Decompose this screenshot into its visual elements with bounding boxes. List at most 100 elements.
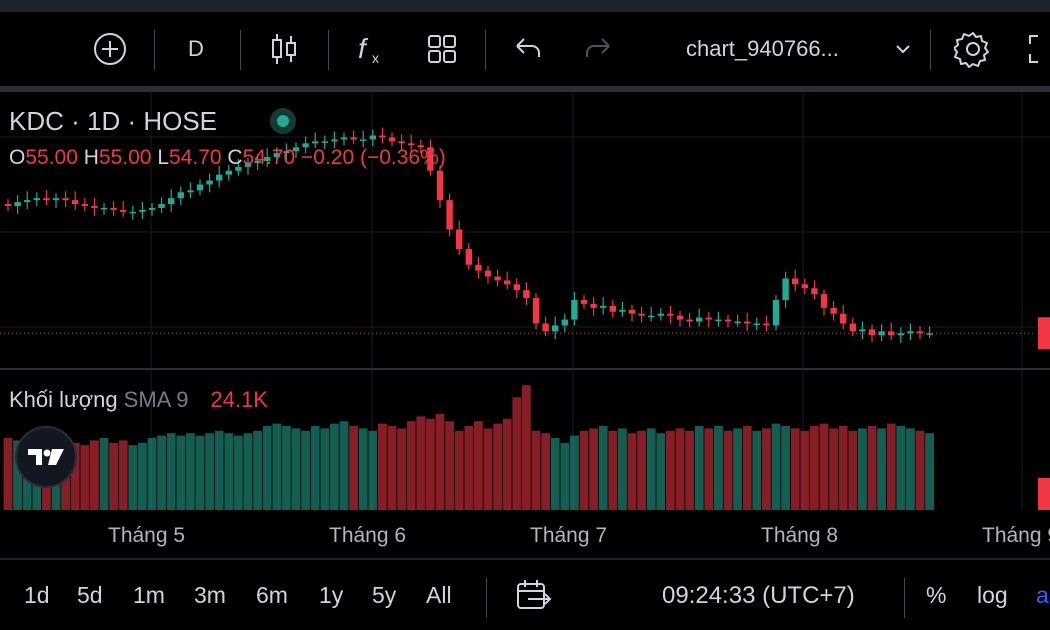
range-6m-button[interactable]: 6m [256,582,288,608]
candle-body [878,331,885,336]
candle-body [590,303,597,308]
candle-body [801,284,808,289]
top-toolbar: D f x chart_940766... [0,12,1050,86]
layout-button[interactable] [420,12,464,86]
volume-bar [675,428,685,510]
range-5y-button[interactable]: 5y [372,582,397,608]
candle-body [331,139,338,142]
candle-body [110,207,117,210]
candle-body [292,147,300,152]
volume-bar [3,438,13,510]
volume-bar [13,440,22,510]
volume-bar [195,435,205,510]
goto-date-button[interactable] [514,578,552,619]
candle-body [696,317,703,322]
candle-body [849,323,856,332]
volume-bar [771,423,781,510]
candle-body [436,170,444,201]
chart-menu-dropdown[interactable] [888,12,918,86]
fullscreen-button[interactable] [1024,12,1050,86]
chart-type-button[interactable] [265,12,303,86]
volume-bar [147,438,157,510]
candle-body [369,135,376,140]
volume-bar [128,445,138,510]
candle-body [168,198,175,205]
volume-bar [349,426,358,510]
candle-body [542,323,549,332]
range-1m-button[interactable]: 1m [133,582,165,608]
time-axis[interactable]: Tháng 5 Tháng 6 Tháng 7 Tháng 8 Tháng 9 [0,510,1050,558]
candle-body [552,325,559,332]
undo-button[interactable] [508,12,548,86]
symbol-title[interactable]: KDC · 1D · HOSE [9,106,218,136]
add-symbol-button[interactable] [88,12,132,86]
volume-bar [368,430,378,510]
volume-bar [416,416,426,510]
volume-bar [877,428,886,510]
candle-body [532,298,540,324]
toolbar-divider [930,30,931,70]
volume-label: Khối lượng [9,387,118,412]
candle-body [792,278,799,285]
range-3m-button[interactable]: 3m [194,582,226,608]
gear-icon [954,32,989,68]
settings-button[interactable] [951,12,995,86]
candle-body [868,329,876,336]
volume-bar [330,423,339,510]
candle-body [580,300,588,304]
redo-icon [586,38,610,57]
range-1y-button[interactable]: 1y [319,582,344,608]
volume-bar [646,428,656,510]
volume-bar [378,423,387,510]
candle-body [782,278,789,300]
volume-bar [867,426,877,510]
tradingview-logo[interactable] [15,426,77,488]
volume-bar [70,442,80,510]
log-scale-button[interactable]: log [977,582,1008,608]
toolbar-divider [240,30,241,70]
redo-button[interactable] [578,12,618,86]
volume-bar [454,430,464,510]
volume-bar [406,421,416,510]
volume-bar [320,428,330,510]
candle-body [772,300,780,326]
candle-body [763,323,770,326]
candle-body [657,313,664,316]
candle-body [360,139,367,141]
percent-scale-button[interactable]: % [926,582,947,608]
indicators-button[interactable]: f x [352,12,392,86]
candle-body [91,206,98,208]
interval-button[interactable]: D [188,36,204,61]
bottombar-divider [486,578,487,618]
volume-bar [781,426,790,510]
bottom-separator [0,558,1050,560]
volume-bar [531,430,541,510]
candle-body [561,319,568,326]
svg-text:x: x [372,50,379,66]
volume-bar [397,428,406,510]
range-1d-button[interactable]: 1d [24,582,50,608]
range-all-button[interactable]: All [426,582,452,608]
volume-bar [848,430,858,510]
market-status-icon[interactable] [270,108,296,134]
volume-bar [176,435,186,510]
volume-bar [118,440,128,510]
volume-bar [339,421,349,510]
candle-body [177,192,184,199]
time-axis-label: Tháng 5 [108,524,186,547]
volume-bar [598,426,608,510]
volume-bar [234,435,243,510]
volume-bar [694,426,704,510]
price-chart[interactable] [0,92,1050,558]
auto-scale-button[interactable]: auto [1036,582,1050,608]
volume-legend[interactable]: Khối lượng SMA 9 24.1K [9,387,268,413]
volume-bar [387,426,397,510]
candle-body [62,198,69,201]
candle-body [350,137,357,140]
range-5d-button[interactable]: 5d [77,582,103,608]
clock-timezone[interactable]: 09:24:33 (UTC+7) [662,582,855,609]
volume-bar [685,430,694,510]
volume-last-tag [1038,478,1050,510]
chart-name[interactable]: chart_940766... [686,36,839,61]
candle-body [139,209,146,212]
